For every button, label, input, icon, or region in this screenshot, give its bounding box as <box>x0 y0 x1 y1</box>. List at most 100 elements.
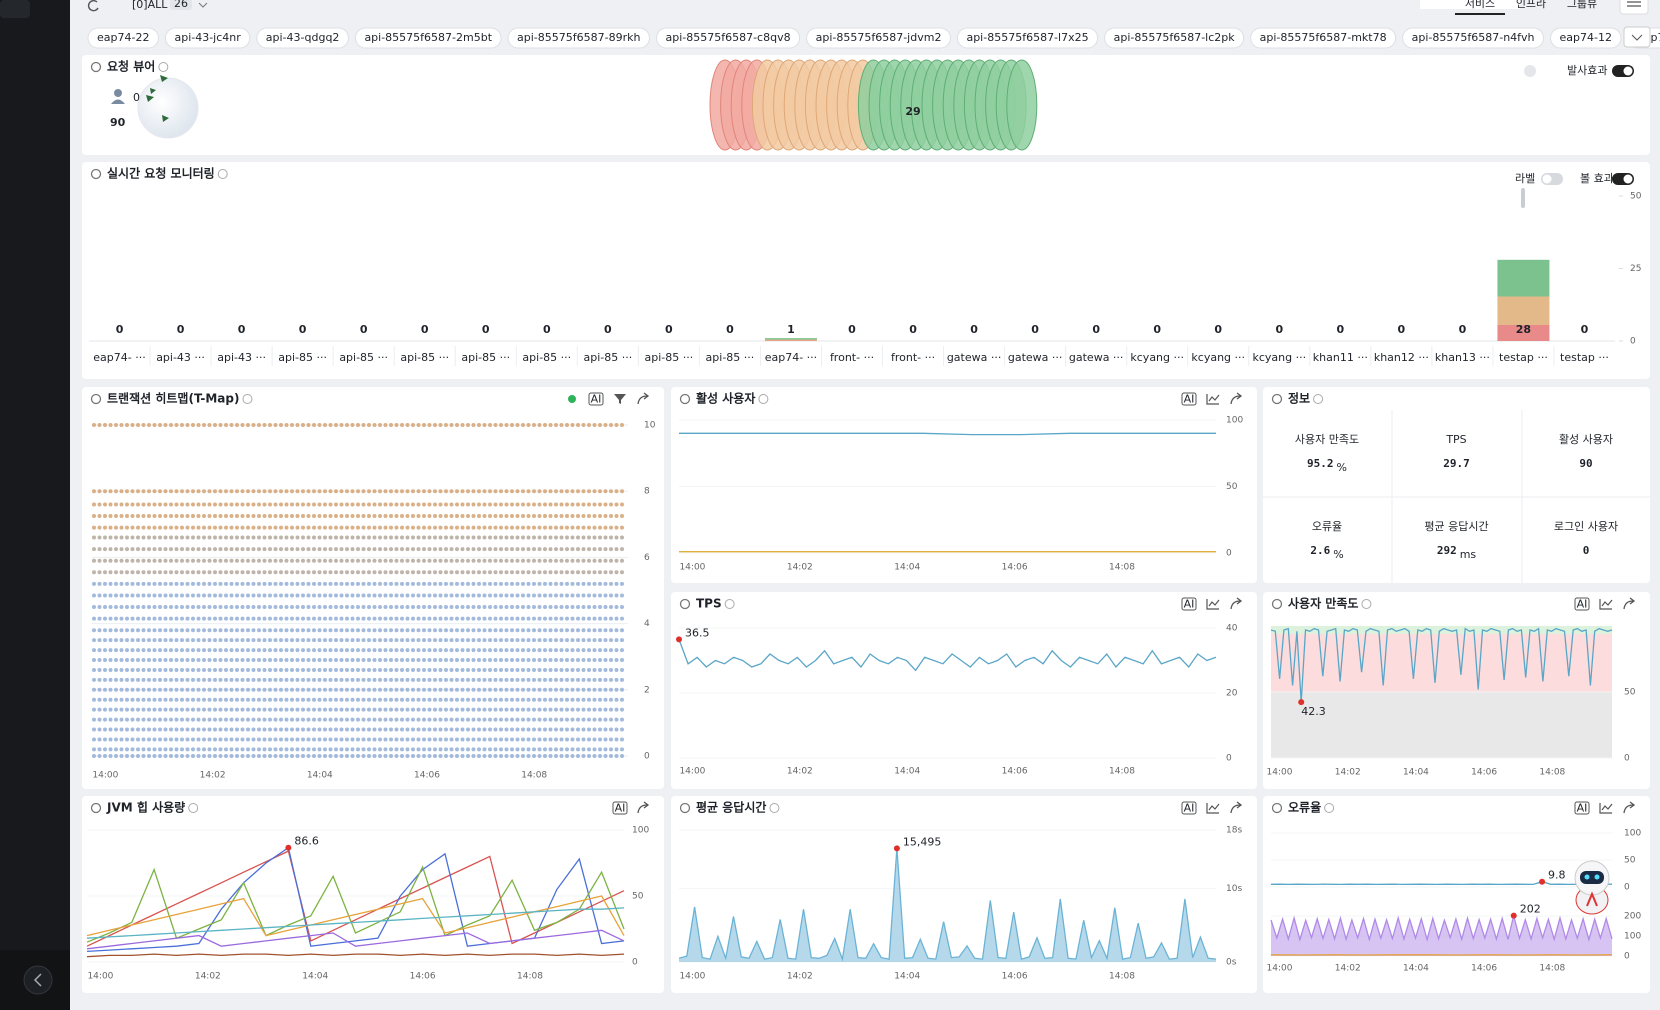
help-icon[interactable] <box>1361 599 1372 609</box>
y-tick-label: 100 <box>1624 829 1641 839</box>
collapse-icon <box>33 973 42 987</box>
chart-button[interactable] <box>1599 599 1613 610</box>
tag-chip[interactable]: api-85575f6587-jdvm2 <box>806 27 951 49</box>
tag-chip[interactable]: api-43-jc4nr <box>164 27 251 49</box>
annotation-label: 36.5 <box>685 626 710 639</box>
bar-value: 0 <box>299 323 307 336</box>
mascot[interactable] <box>1574 860 1610 915</box>
help-icon[interactable] <box>158 62 169 72</box>
y-tick-label: 40 <box>1226 624 1238 634</box>
chart-button[interactable] <box>1206 394 1220 405</box>
x-tick-label: 14:02 <box>787 767 813 777</box>
x-tick-label: 14:08 <box>1539 768 1565 778</box>
bar-value: 0 <box>909 323 917 336</box>
help-icon[interactable] <box>188 803 199 813</box>
bar-value: 0 <box>848 323 856 336</box>
tag-label: api-85575f6587-n4fvh <box>1412 31 1535 44</box>
chart-button[interactable] <box>1206 599 1220 610</box>
help-icon[interactable] <box>1313 394 1324 404</box>
help-icon[interactable] <box>724 599 735 609</box>
info-label: 로그인 사용자 <box>1554 520 1618 533</box>
share-button[interactable] <box>1230 801 1243 814</box>
help-icon[interactable] <box>1324 803 1335 813</box>
slider[interactable] <box>1521 188 1525 208</box>
tab[interactable]: 그룹뷰 <box>1567 0 1597 10</box>
share-button[interactable] <box>637 392 650 405</box>
tab[interactable]: 서비스 <box>1465 0 1495 10</box>
ai-button[interactable] <box>1181 597 1197 611</box>
panel <box>82 162 1650 379</box>
line <box>86 907 625 939</box>
collapse-button[interactable] <box>23 965 53 995</box>
mascot-eye <box>1594 874 1600 880</box>
ai-button[interactable] <box>1574 597 1590 611</box>
ai-button[interactable] <box>588 392 604 406</box>
help-icon[interactable] <box>769 803 780 813</box>
ai-button[interactable] <box>1181 801 1197 815</box>
share-button[interactable] <box>1230 597 1243 610</box>
panel-title: JVM 힙 사용량 <box>106 800 185 815</box>
tag-chip[interactable]: api-85575f6587-c8qv8 <box>655 27 801 49</box>
panel <box>1263 387 1650 583</box>
panel-icon <box>90 393 102 405</box>
tag-label: api-85575f6587-jdvm2 <box>816 31 942 44</box>
tag-chip[interactable]: api-85575f6587-mkt78 <box>1250 27 1397 49</box>
refresh-icon[interactable] <box>87 0 99 12</box>
settings-button[interactable] <box>1619 0 1649 15</box>
toggle-knob <box>1623 66 1633 76</box>
chart-button[interactable] <box>1599 803 1613 814</box>
ai-button[interactable] <box>1574 801 1590 815</box>
panel-title: 활성 사용자 <box>696 391 755 406</box>
tag-box <box>1550 27 1622 49</box>
tags-dropdown[interactable] <box>1623 26 1651 48</box>
share-button[interactable] <box>1623 801 1636 814</box>
y-tick-label: 0 <box>1624 754 1630 764</box>
toggle-label: 볼 효과 <box>1580 172 1614 185</box>
share-button[interactable] <box>1623 597 1636 610</box>
dropdown-icon[interactable] <box>198 2 208 8</box>
tag-chip[interactable]: api-85575f6587-2m5bt <box>354 27 502 49</box>
category-label: kcyang ··· <box>1191 351 1245 364</box>
category-label: testap ··· <box>1499 351 1548 364</box>
x-tick-label: 14:02 <box>1335 768 1361 778</box>
panel-icon <box>1271 598 1283 610</box>
panel <box>671 592 1257 789</box>
panel-title: 트랜잭션 히트맵(T-Map) <box>107 391 239 406</box>
x-tick-label: 14:00 <box>679 767 705 777</box>
chart-button[interactable] <box>1206 803 1220 814</box>
ai-button[interactable] <box>1181 392 1197 406</box>
tag-box <box>806 27 951 49</box>
tag-box <box>164 27 251 49</box>
tag-chip[interactable]: eap74-22 <box>87 27 159 49</box>
filter-button[interactable] <box>614 394 626 404</box>
x-tick-label: 14:08 <box>521 771 547 781</box>
help-icon[interactable] <box>217 169 228 179</box>
count-badge <box>170 0 192 10</box>
help-icon[interactable] <box>242 394 253 404</box>
y-tick-label: 6 <box>644 553 650 563</box>
area <box>679 848 1216 962</box>
x-tick-label: 14:00 <box>679 972 705 982</box>
bar-value: 0 <box>1153 323 1161 336</box>
panel-icon <box>90 802 102 814</box>
tag-box <box>1104 27 1245 49</box>
share-button[interactable] <box>637 801 650 814</box>
tag-chip[interactable]: api-85575f6587-n4fvh <box>1402 27 1545 49</box>
x-tick-label: 14:06 <box>1002 563 1028 573</box>
annotation-label: 15,495 <box>903 835 942 848</box>
tag-chip[interactable]: api-43-qdgq2 <box>256 27 349 49</box>
tag-chip[interactable]: eap74-12 <box>1550 27 1622 49</box>
category-label: gatewa ··· <box>1008 351 1063 364</box>
category-label: testap ··· <box>1560 351 1609 364</box>
active-count: 29 <box>905 105 920 118</box>
help-icon[interactable] <box>758 394 769 404</box>
ai-button[interactable] <box>612 801 628 815</box>
tab[interactable]: 인프라 <box>1516 0 1546 10</box>
tag-chip[interactable]: api-85575f6587-l7x25 <box>956 27 1099 49</box>
share-button[interactable] <box>1230 392 1243 405</box>
tag-chip[interactable]: api-85575f6587-lc2pk <box>1104 27 1245 49</box>
annotation-point <box>285 844 292 851</box>
annotation-point <box>1510 912 1517 919</box>
tag-chip[interactable]: api-85575f6587-89rkh <box>507 27 650 49</box>
